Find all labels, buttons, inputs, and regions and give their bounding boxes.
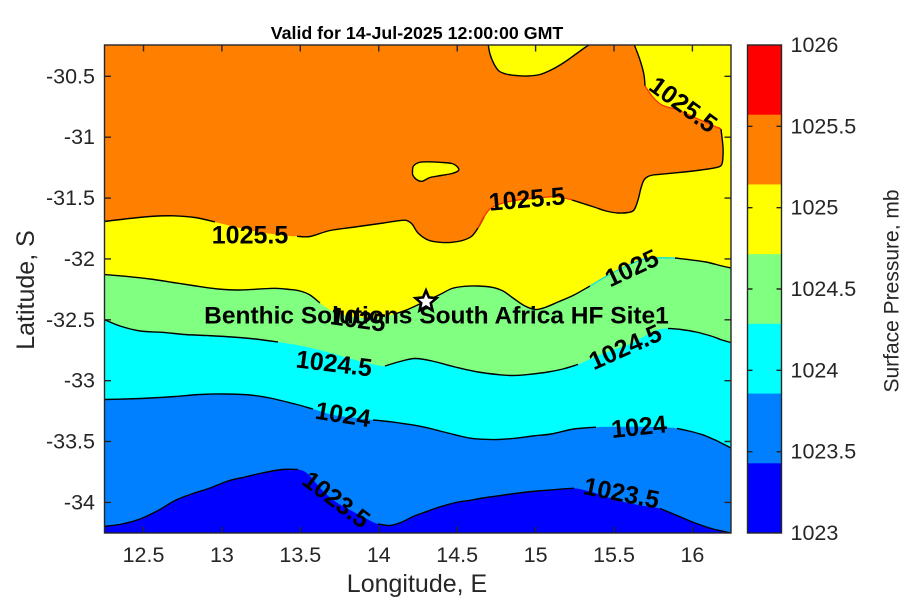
svg-text:1024: 1024 — [610, 410, 668, 444]
svg-text:13.5: 13.5 — [279, 543, 321, 567]
svg-text:-34: -34 — [64, 490, 95, 514]
svg-text:1026: 1026 — [791, 33, 839, 57]
svg-text:1025.5: 1025.5 — [488, 182, 567, 217]
svg-text:13: 13 — [210, 543, 234, 567]
svg-text:14.5: 14.5 — [436, 543, 478, 567]
svg-text:Valid for 14-Jul-2025 12:00:00: Valid for 14-Jul-2025 12:00:00 GMT — [271, 23, 564, 43]
svg-text:-31.5: -31.5 — [46, 186, 95, 210]
svg-text:16: 16 — [680, 543, 704, 567]
svg-text:15.5: 15.5 — [593, 543, 635, 567]
svg-text:1025.5: 1025.5 — [791, 114, 857, 138]
svg-text:-30.5: -30.5 — [46, 64, 95, 88]
svg-text:Surface Pressure, mb: Surface Pressure, mb — [881, 189, 900, 392]
svg-text:1024: 1024 — [791, 358, 839, 382]
svg-text:1023.5: 1023.5 — [791, 440, 857, 464]
svg-text:-32.5: -32.5 — [46, 308, 95, 332]
svg-text:1025.5: 1025.5 — [212, 222, 289, 250]
svg-text:15: 15 — [524, 543, 548, 567]
svg-text:Benthic Solutions South Africa: Benthic Solutions South Africa HF Site1 — [204, 303, 669, 330]
svg-text:-33: -33 — [64, 369, 95, 393]
svg-text:1023: 1023 — [791, 521, 839, 545]
svg-text:-31: -31 — [64, 125, 95, 149]
svg-text:Longitude, E: Longitude, E — [347, 570, 487, 598]
svg-text:1024.5: 1024.5 — [791, 277, 857, 301]
svg-text:-32: -32 — [64, 247, 95, 271]
svg-text:12.5: 12.5 — [123, 543, 165, 567]
svg-text:1025: 1025 — [791, 196, 839, 220]
svg-text:-33.5: -33.5 — [46, 430, 95, 454]
svg-text:Latitude, S: Latitude, S — [12, 230, 40, 350]
svg-text:14: 14 — [367, 543, 391, 567]
